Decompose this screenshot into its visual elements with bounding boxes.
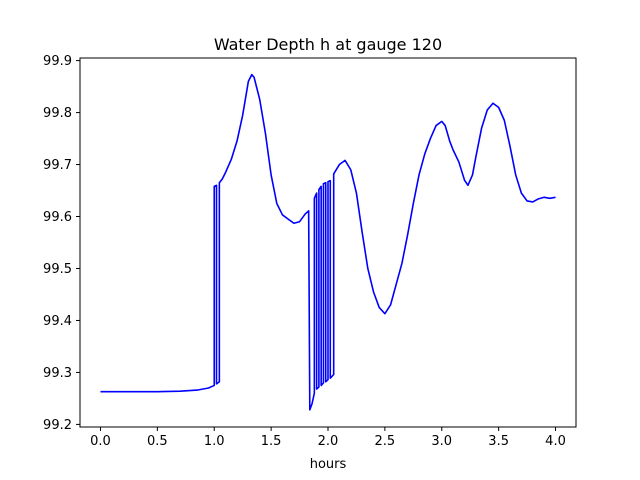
y-tick-label: 99.3	[43, 366, 72, 381]
x-tick-label: 4.0	[545, 434, 566, 449]
x-axis-label: hours	[310, 457, 347, 472]
x-tick-label: 1.0	[204, 434, 225, 449]
x-tick-label: 3.0	[431, 434, 452, 449]
axes-frame	[79, 57, 577, 428]
y-tick-label: 99.9	[43, 54, 72, 69]
y-tick-label: 99.6	[43, 210, 72, 225]
chart-title: Water Depth h at gauge 120	[214, 35, 442, 54]
x-tick-label: 2.0	[318, 434, 339, 449]
y-tick-label: 99.5	[43, 262, 72, 277]
x-tick-label: 3.5	[488, 434, 509, 449]
x-tick-label: 2.5	[375, 434, 396, 449]
y-tick-label: 99.7	[43, 158, 72, 173]
x-tick-label: 0.0	[90, 434, 111, 449]
x-tick-label: 0.5	[147, 434, 168, 449]
plot-area	[100, 73, 556, 411]
y-tick-label: 99.2	[43, 418, 72, 433]
series-line-0	[100, 73, 556, 411]
x-tick-label: 1.5	[261, 434, 282, 449]
y-tick-label: 99.8	[43, 106, 72, 121]
y-tick-label: 99.4	[43, 314, 72, 329]
axis-ticks: 0.0 0.5 1.0 1.5 2.0 2.5 3.0 3.5 4.0 99.2 99.3 99.4 9…	[43, 54, 566, 449]
